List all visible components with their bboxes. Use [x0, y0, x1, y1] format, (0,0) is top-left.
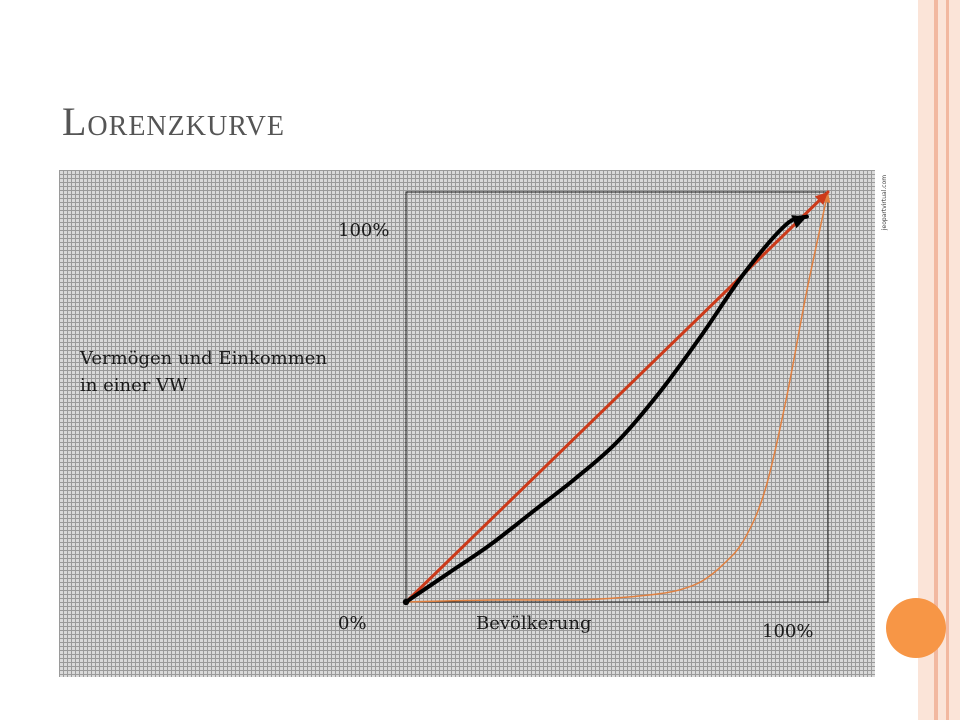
- y-axis-label-line-1: Vermögen und Einkommen: [80, 348, 328, 369]
- side-stripe-light: [918, 0, 934, 720]
- x-axis-label: Bevölkerung: [476, 613, 592, 634]
- series-lorenz-curve: [404, 214, 809, 604]
- watermark-text: jeopartvirtual.com: [881, 174, 889, 230]
- plot-area-frame: [405, 191, 829, 603]
- lorenz-chart: [402, 190, 831, 606]
- side-stripe-light-2: [938, 0, 946, 720]
- series-extreme-inequality-curve: [405, 191, 829, 603]
- origin-tick-label: 0%: [338, 613, 367, 634]
- series-lorenz-curve-arrowhead: [791, 215, 807, 229]
- decorative-circle: [886, 598, 946, 658]
- y-tick-label-max: 100%: [338, 220, 390, 241]
- side-stripe-light-3: [949, 0, 960, 720]
- side-stripe-mid: [934, 0, 938, 720]
- series-equality-line-arrowhead: [814, 192, 828, 206]
- series-layer: [402, 190, 831, 606]
- series-equality-line: [404, 190, 830, 604]
- watermark-logo: jeopartvirtual.com: [878, 168, 892, 236]
- series-lorenz-curve-start-point: [402, 598, 410, 606]
- x-tick-label-max: 100%: [762, 621, 814, 642]
- side-stripe-mid-2: [946, 0, 949, 720]
- chart-panel: [59, 170, 875, 677]
- slide-title: Lorenzkurve: [62, 99, 285, 144]
- y-axis-label-line-2: in einer VW: [80, 375, 188, 396]
